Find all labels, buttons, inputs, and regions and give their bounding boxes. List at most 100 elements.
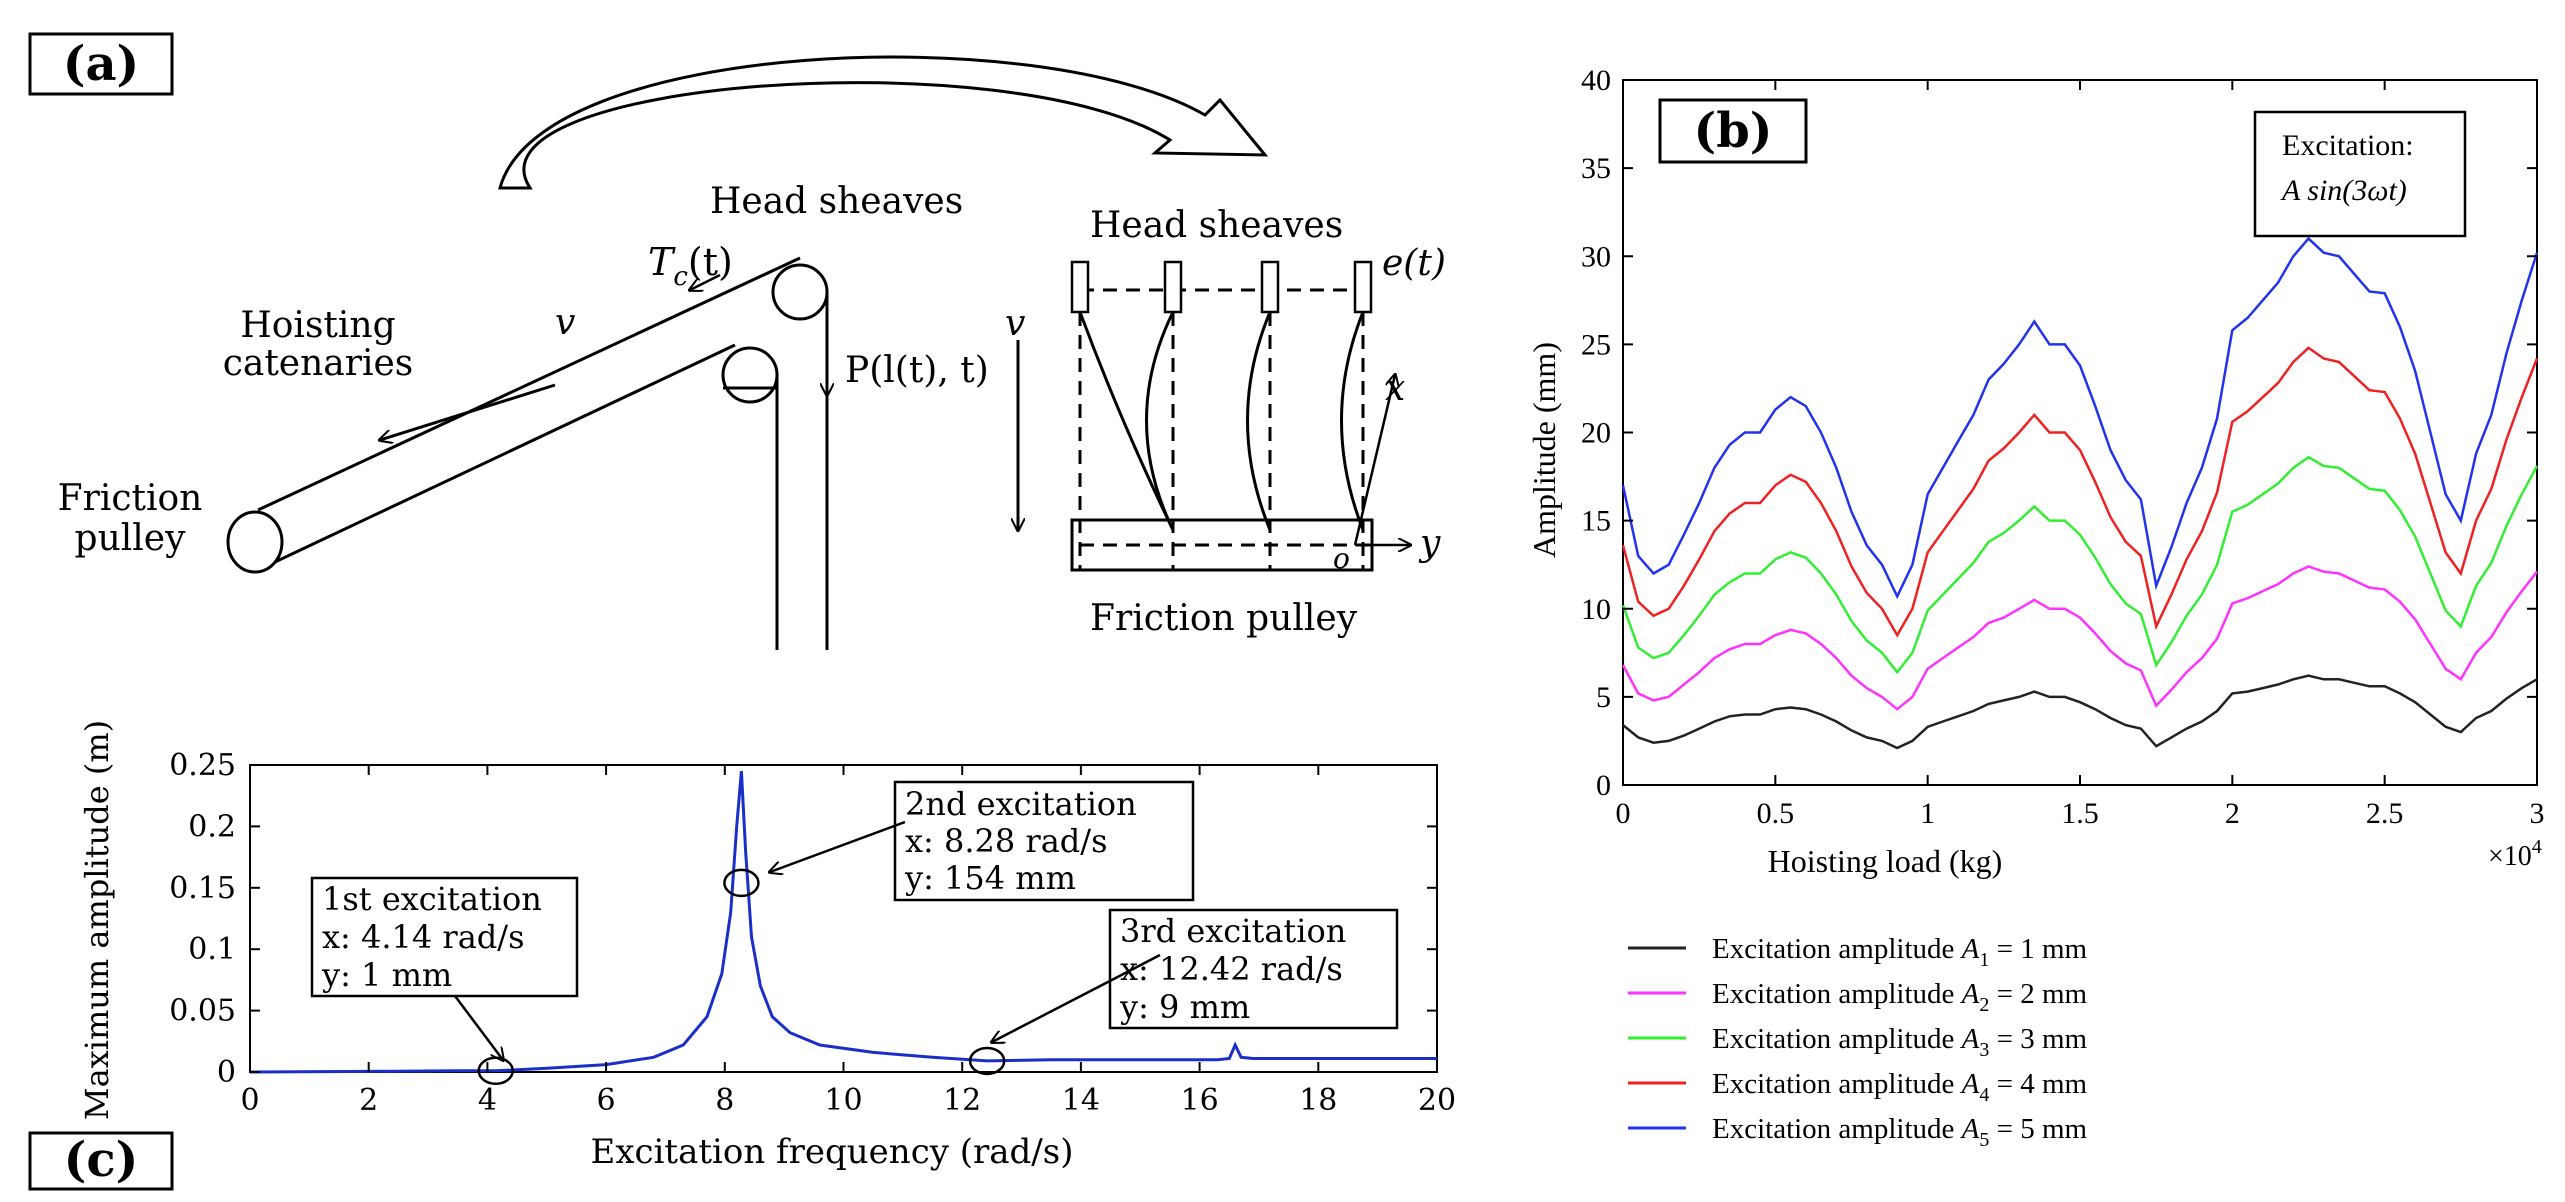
panel-b-ytick-label: 0 (1596, 769, 1611, 802)
velocity-left-label: v (555, 302, 575, 343)
legend-entry-1: Excitation amplitude A1 = 1 mm (1712, 933, 2088, 971)
transfer-arrow-icon (498, 55, 1269, 190)
legend-entry-var: A (1960, 978, 1980, 1010)
annotation-3-x: x: 12.42 rad/s (1120, 950, 1343, 988)
panel-c-ytick-label: 0.25 (169, 748, 236, 783)
panel-b-ytick-label: 40 (1581, 64, 1611, 97)
annotation-2-y: y: 154 mm (904, 859, 1076, 897)
panel-a-label: (a) (63, 36, 140, 92)
panel-b-label: (b) (1694, 103, 1773, 159)
panel-c-xtick-label: 14 (1062, 1083, 1100, 1118)
tension-label-arg: (t) (688, 240, 733, 284)
panel-c-marker-2 (723, 868, 760, 898)
annotation-1-box (310, 876, 579, 998)
annotation-1-arrow-icon (454, 995, 503, 1060)
excitation-formula: A sin(3ωt) (2280, 174, 2407, 207)
tension-label: Tc(t) (648, 240, 733, 292)
panel-c-ytick-label: 0.05 (169, 994, 236, 1029)
panel-b-series-line-4 (1621, 346, 2539, 638)
legend-entry-prefix: Excitation amplitude (1712, 1068, 1962, 1100)
panel-b-ytick-label: 5 (1596, 681, 1611, 714)
legend-entry-suffix: = 3 mm (1989, 1023, 2087, 1055)
annotation-3-title: 3rd excitation (1120, 912, 1346, 950)
legend-entry-var: A (1960, 1113, 1980, 1145)
legend-entry-4: Excitation amplitude A4 = 4 mm (1712, 1068, 2088, 1106)
excitation-title: Excitation: (2282, 129, 2414, 162)
panel-b-xtick-label: 1.5 (2061, 797, 2099, 830)
panel-c-xtick-label: 16 (1181, 1083, 1219, 1118)
panel-c-label: (c) (64, 1132, 139, 1188)
panel-b-ytick-label: 10 (1581, 593, 1611, 626)
panel-b-xtick-label: 3 (2530, 797, 2545, 830)
legend-entry-sub: 1 (1979, 949, 1989, 971)
annotation-3-box (1108, 908, 1399, 1030)
legend-entry-suffix: = 5 mm (1989, 1113, 2087, 1145)
panel-b-ytick-label: 15 (1581, 505, 1611, 538)
panel-b-ytick-label: 25 (1581, 328, 1611, 361)
panel-c-ytick-label: 0 (217, 1055, 236, 1090)
legend-entry-prefix: Excitation amplitude (1712, 1113, 1962, 1145)
head-sheave-lower-icon (721, 346, 779, 404)
panel-c-xtick-label: 8 (715, 1083, 734, 1118)
legend-entry-sub: 2 (1979, 994, 1989, 1016)
panel-a-label-box (28, 32, 174, 96)
panel-c-chart: 0 2 4 6 8 10 12 14 16 18 20 0 0.05 0.1 0.15 0.2 0.25 Exc… (28, 720, 1456, 1191)
annotation-3-arrow-icon (992, 953, 1161, 1042)
excitation-e-label: e(t) (1382, 243, 1446, 284)
panel-b-ytick-label: 30 (1581, 240, 1611, 273)
panel-b-series-line-2 (1621, 565, 2538, 711)
annotation-2-arrow-icon (770, 820, 906, 872)
panel-c-marker-3 (968, 1046, 1006, 1076)
panel-b-series-line-1 (1622, 674, 2538, 750)
panel-b-xtick-label: 1 (1920, 797, 1935, 830)
legend-entry-3: Excitation amplitude A3 = 3 mm (1712, 1023, 2088, 1061)
excitation-box (2253, 110, 2467, 238)
legend-entry-suffix: = 2 mm (1989, 978, 2087, 1010)
panel-c-ytick-label: 0.15 (169, 871, 236, 906)
velocity-arrow-left-icon (380, 383, 556, 440)
panel-c-xlabel: Excitation frequency (rad/s) (591, 1132, 1074, 1172)
panel-b-xtick-label: 2.5 (2366, 797, 2404, 830)
friction-label: Friction (58, 478, 203, 519)
legend-entry-prefix: Excitation amplitude (1712, 978, 1962, 1010)
panel-b-label-box (1658, 98, 1808, 164)
panel-c-xtick-label: 18 (1299, 1083, 1337, 1118)
panel-c-label-box (28, 1131, 174, 1191)
legend-entry-suffix: = 4 mm (1989, 1068, 2087, 1100)
x-axis-label: x (1385, 368, 1405, 409)
panel-c-ytick-label: 0.1 (188, 932, 236, 967)
hoist-right-diagram (1018, 260, 1410, 572)
legend-entry-prefix: Excitation amplitude (1712, 1023, 1962, 1055)
legend-entry-var: A (1960, 1068, 1980, 1100)
annotation-1-x: x: 4.14 rad/s (322, 918, 524, 956)
panel-b-ylabel: Amplitude (mm) (1526, 342, 1562, 558)
panel-b-exponent-base: ×10 (2488, 841, 2532, 872)
annotation-1-title: 1st excitation (322, 880, 542, 918)
panel-c-xtick-label: 2 (359, 1083, 378, 1118)
panel-b-series (1621, 236, 2539, 750)
panel-c-xtick-label: 4 (478, 1083, 497, 1118)
annotation-2-x: x: 8.28 rad/s (905, 822, 1107, 860)
tension-arrow-icon (690, 273, 721, 290)
legend-entry-sub: 4 (1979, 1084, 1989, 1106)
panel-b-exponent: ×104 (2488, 836, 2542, 872)
legend-entry-sub: 3 (1979, 1039, 1989, 1061)
panel-b-exponent-power: 4 (2532, 836, 2542, 858)
panel-b-ytick-label: 20 (1581, 417, 1611, 450)
annotation-2-box (893, 780, 1195, 902)
annotation-3-y: y: 9 mm (1119, 988, 1250, 1026)
annotation-2-title: 2nd excitation (905, 785, 1137, 823)
legend-entry-var: A (1960, 933, 1980, 965)
catenaries-label: catenaries (223, 343, 414, 384)
panel-c-xtick-label: 12 (943, 1083, 981, 1118)
x-axis-arrow-icon (1353, 375, 1395, 546)
panel-b-xtick-label: 2 (2225, 797, 2240, 830)
legend-entry-sub: 5 (1979, 1129, 1989, 1151)
panel-b-series-line-3 (1621, 455, 2539, 675)
panel-b-series-line-5 (1621, 236, 2539, 600)
pulley-label: pulley (75, 518, 187, 559)
tension-label-symbol: T (648, 240, 676, 284)
y-axis-label: y (1418, 523, 1441, 564)
